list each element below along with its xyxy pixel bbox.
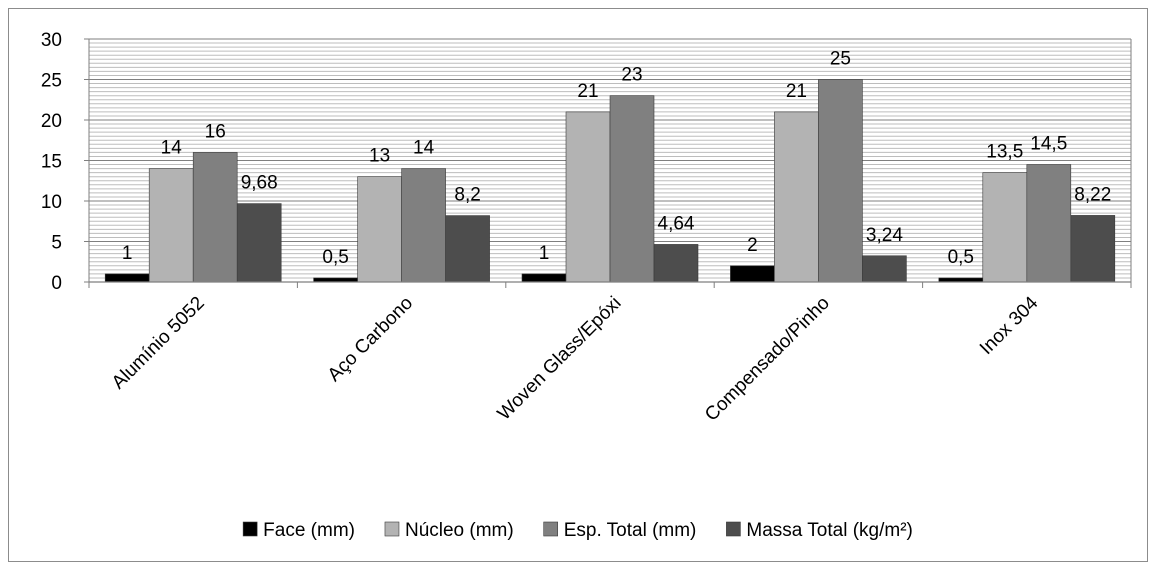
bar-1-3 — [521, 273, 567, 283]
bar-4-3 — [653, 244, 699, 283]
legend-swatch — [726, 521, 741, 537]
legend-swatch — [242, 521, 258, 537]
bar-2-1 — [148, 168, 194, 283]
x-tick-label: Compensado/Pinho — [701, 293, 834, 426]
data-label: 25 — [830, 49, 851, 70]
data-label: 13 — [369, 146, 390, 167]
data-label: 1 — [539, 243, 550, 264]
bar-2-2 — [357, 176, 402, 283]
legend-label: Esp. Total (mm) — [564, 520, 697, 541]
bar-1-4 — [730, 265, 775, 283]
bar-4-2 — [445, 215, 490, 283]
bar-2-3 — [565, 111, 611, 283]
x-tick-label: Alumínio 5052 — [108, 293, 209, 394]
legend-label: Massa Total (kg/m²) — [746, 520, 912, 541]
axes — [84, 38, 1132, 288]
x-tick-label: Woven Glass/Epóxi — [494, 293, 626, 425]
data-label: 0,5 — [322, 247, 348, 268]
y-tick-labels: 0 5 10 15 20 25 30 — [41, 30, 62, 294]
legend: Face (mm) Núcleo (mm) Esp. Total (mm) Massa… — [242, 520, 913, 541]
data-label: 14 — [161, 138, 183, 159]
bar-3-3 — [609, 95, 655, 283]
legend-swatch — [543, 521, 559, 537]
data-label: 21 — [786, 81, 807, 102]
data-label: 0,5 — [948, 247, 974, 268]
y-tick-label: 5 — [51, 233, 62, 254]
data-label: 9,68 — [241, 173, 278, 194]
data-labels: 1 0,5 1 2 0,5 14 13 21 21 13,5 16 14 23 25 14,5 9,68 8,2… — [122, 49, 1111, 268]
legend-label: Face (mm) — [263, 520, 355, 541]
legend-swatch — [384, 521, 400, 537]
y-tick-label: 30 — [41, 30, 62, 51]
bar-3-1 — [192, 152, 238, 283]
bar-4-4 — [862, 255, 907, 283]
bar-4-5 — [1070, 215, 1116, 283]
bar-3-4 — [818, 79, 863, 283]
y-tick-label: 0 — [51, 273, 62, 294]
bar-3-2 — [401, 168, 446, 283]
bars — [104, 79, 1116, 283]
data-label: 14,5 — [1030, 134, 1067, 155]
x-tick-label: Aço Carbono — [324, 293, 417, 386]
x-tick-label: Inox 304 — [976, 292, 1043, 359]
data-label: 2 — [747, 235, 758, 256]
y-tick-label: 20 — [41, 111, 62, 132]
y-tick-label: 25 — [41, 71, 62, 92]
data-label: 1 — [122, 243, 133, 264]
bar-1-5 — [938, 277, 984, 283]
bar-1-2 — [313, 277, 358, 283]
bar-1-1 — [104, 273, 150, 283]
data-label: 8,22 — [1074, 184, 1111, 205]
bar-3-5 — [1026, 164, 1072, 283]
chart-frame — [8, 8, 1148, 562]
data-label: 21 — [577, 81, 598, 102]
bar-2-4 — [774, 111, 819, 283]
data-label: 3,24 — [866, 225, 903, 246]
y-tick-label: 15 — [41, 152, 62, 173]
data-label: 8,2 — [454, 185, 480, 206]
x-tick-labels: Alumínio 5052 Aço Carbono Woven Glass/Epóx… — [108, 292, 1043, 425]
bar-4-1 — [236, 203, 282, 283]
data-label: 4,64 — [658, 213, 695, 234]
y-tick-label: 10 — [41, 192, 62, 213]
bar-2-5 — [982, 172, 1028, 283]
data-label: 14 — [413, 138, 435, 159]
data-label: 23 — [621, 65, 642, 86]
data-label: 16 — [205, 121, 226, 142]
data-label: 13,5 — [986, 142, 1023, 163]
legend-label: Núcleo (mm) — [405, 520, 514, 541]
